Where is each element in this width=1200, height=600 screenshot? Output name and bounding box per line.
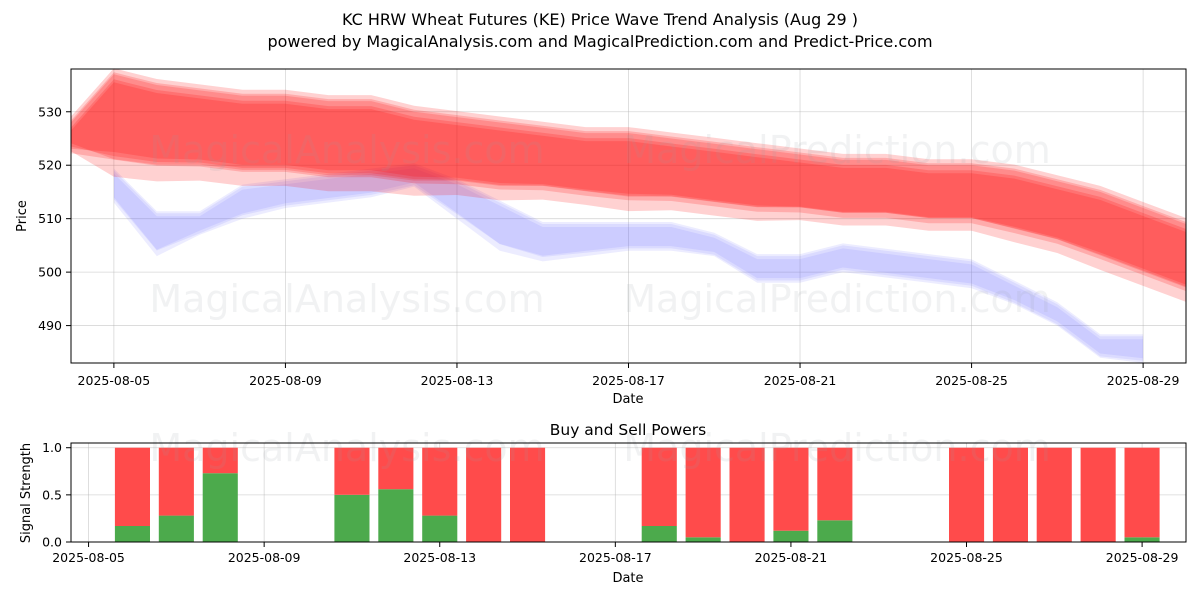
historical-band-0 [113,165,1144,363]
price-x-ticks: 2025-08-05 2025-08-09 2025-08-13 2025-08-17… [78,363,1180,388]
signal-x-ticks: 2025-08-05 2025-08-09 2025-08-13 2025-08-17… [52,542,1178,565]
sell-bar [378,447,414,490]
sell-bar [1036,447,1072,542]
watermark-prediction-mid: MagicalPrediction.com [623,277,1051,321]
sell-bar [641,447,677,526]
historical-band-1 [113,168,1144,361]
price-y-ticks: 490 500 510 520 530 [38,104,71,333]
price-bands [71,68,1186,363]
watermark-analysis-top: MagicalAnalysis.com [149,128,544,172]
sell-bar [817,447,853,521]
buy-bar [378,489,414,542]
sell-bar [202,447,238,474]
buy-bar [685,537,721,542]
predicted-band-3 [71,72,1186,302]
price-y-tick-label: 510 [38,211,62,226]
predicted-band-1 [71,74,1186,287]
price-x-tick-label: 2025-08-17 [592,373,665,388]
sell-bar [510,447,546,542]
buy-bar [817,520,853,542]
sell-bar [992,447,1028,542]
historical-band-2 [113,163,1144,359]
signal-x-tick-label: 2025-08-25 [930,550,1003,565]
signal-y-ticks: 0.0 0.5 1.0 [42,440,71,550]
signal-x-tick-label: 2025-08-17 [579,550,652,565]
price-y-tick-label: 520 [38,158,62,173]
buy-bar [158,515,194,542]
watermark-analysis-bottom: MagicalAnalysis.com [149,426,544,470]
sell-bar [1124,447,1160,538]
sell-bar [685,447,721,538]
signal-y-tick-label: 1.0 [42,440,62,455]
price-y-tick-label: 500 [38,265,62,280]
buy-bar [202,473,238,542]
watermark-prediction-bottom: MagicalPrediction.com [623,426,1051,470]
predicted-band-0 [71,68,1186,288]
signal-x-tick-label: 2025-08-29 [1106,550,1179,565]
signal-x-axis-label: Date [612,571,643,586]
price-x-axis-label: Date [612,392,643,407]
signal-y-tick-label: 0.5 [42,487,62,502]
price-x-tick-label: 2025-08-21 [764,373,837,388]
figure-title: KC HRW Wheat Futures (KE) Price Wave Tre… [342,10,858,29]
buy-bar [422,515,458,542]
predicted-band-4 [71,82,1186,292]
watermark-prediction-top: MagicalPrediction.com [623,128,1051,172]
predicted-band-2 [71,79,1186,285]
figure-subtitle: powered by MagicalAnalysis.com and Magic… [267,32,932,51]
buy-bar [641,526,677,542]
sell-bar [114,447,150,526]
signal-y-axis-label: Signal Strength [19,443,34,543]
price-x-tick-label: 2025-08-05 [78,373,151,388]
signal-x-tick-label: 2025-08-05 [52,550,125,565]
signal-chart-title: Buy and Sell Powers [550,421,707,439]
signal-chart: Buy and Sell Powers MagicalAnalysis.com … [19,421,1187,586]
price-y-tick-label: 530 [38,104,62,119]
sell-bar [1080,447,1116,542]
sell-bar [949,447,985,542]
sell-bar [729,447,765,542]
sell-bar [422,447,458,516]
signal-plot-frame [70,442,1187,543]
price-y-axis-label: Price [15,200,30,232]
sell-bar [466,447,502,542]
signal-bars [114,447,1160,542]
buy-bar [114,526,150,542]
buy-bar [773,530,809,542]
buy-bar [334,494,370,542]
price-y-tick-label: 490 [38,318,62,333]
price-grid [71,69,1186,363]
price-x-tick-label: 2025-08-25 [935,373,1008,388]
price-x-tick-label: 2025-08-09 [249,373,322,388]
sell-bar [158,447,194,516]
signal-x-tick-label: 2025-08-21 [755,550,828,565]
price-x-tick-label: 2025-08-13 [421,373,494,388]
sell-bar [334,447,370,495]
price-chart: MagicalAnalysis.com MagicalPrediction.co… [15,68,1187,407]
buy-bar [1124,537,1160,542]
signal-x-tick-label: 2025-08-09 [228,550,301,565]
watermark-analysis-mid: MagicalAnalysis.com [149,277,544,321]
signal-y-tick-label: 0.0 [42,535,62,550]
sell-bar [773,447,809,531]
signal-x-tick-label: 2025-08-13 [403,550,476,565]
price-x-tick-label: 2025-08-29 [1107,373,1180,388]
